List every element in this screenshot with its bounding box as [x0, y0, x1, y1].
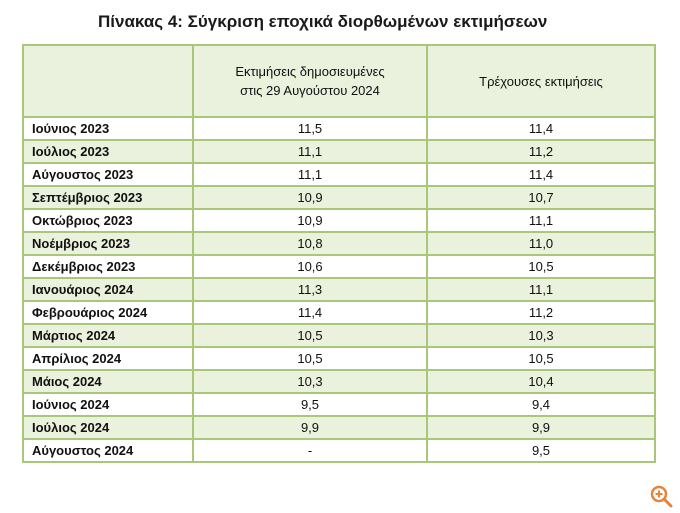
table-header-row: Εκτιμήσεις δημοσιευμένες στις 29 Αυγούστ…	[22, 44, 656, 118]
row-period: Απρίλιος 2024	[22, 346, 194, 371]
current-estimate-cell: 11,1	[426, 277, 656, 302]
table-row: Οκτώβριος 2023 10,9 11,1	[22, 208, 656, 233]
table-row: Ιούνιος 2023 11,5 11,4	[22, 116, 656, 141]
published-estimate-cell: 10,3	[192, 369, 428, 394]
current-estimate-cell: 10,7	[426, 185, 656, 210]
row-period: Ιούλιος 2023	[22, 139, 194, 164]
row-period: Νοέμβριος 2023	[22, 231, 194, 256]
published-estimate-cell: 10,5	[192, 346, 428, 371]
published-estimate-cell: 11,5	[192, 116, 428, 141]
published-estimate-cell: 9,9	[192, 415, 428, 440]
current-estimate-cell: 11,0	[426, 231, 656, 256]
current-estimate-cell: 10,5	[426, 254, 656, 279]
table-row: Αύγουστος 2024-9,5	[22, 438, 656, 463]
published-estimate-cell: 11,3	[192, 277, 428, 302]
table-row: Δεκέμβριος 2023 10,6 10,5	[22, 254, 656, 279]
published-estimate-cell: 10,9	[192, 185, 428, 210]
current-estimate-cell: 9,5	[426, 438, 656, 463]
table-row: Ιούλιος 2024 9,9 9,9	[22, 415, 656, 440]
header-published-line: Εκτιμήσεις δημοσιευμένες στις 29 Αυγούστ…	[235, 64, 385, 98]
published-estimate-cell: -	[192, 438, 428, 463]
table-row: Απρίλιος 2024 10,5 10,5	[22, 346, 656, 371]
published-estimate-cell: 10,5	[192, 323, 428, 348]
header-published-estimates: Εκτιμήσεις δημοσιευμένες στις 29 Αυγούστ…	[192, 44, 428, 118]
table-row: Αύγουστος 2023 11,1 11,4	[22, 162, 656, 187]
current-estimate-cell: 10,4	[426, 369, 656, 394]
table-row: Ιούλιος 2023 11,1 11,2	[22, 139, 656, 164]
current-estimate-cell: 11,2	[426, 300, 656, 325]
row-period: Φεβρουάριος 2024	[22, 300, 194, 325]
row-period: Ιούλιος 2024	[22, 415, 194, 440]
row-period: Δεκέμβριος 2023	[22, 254, 194, 279]
current-estimate-cell: 9,4	[426, 392, 656, 417]
current-estimate-cell: 10,3	[426, 323, 656, 348]
published-estimate-cell: 9,5	[192, 392, 428, 417]
published-estimate-cell: 11,1	[192, 162, 428, 187]
current-estimate-cell: 11,4	[426, 116, 656, 141]
row-period: Μάιος 2024	[22, 369, 194, 394]
current-estimate-cell: 10,5	[426, 346, 656, 371]
row-period: Αύγουστος 2023	[22, 162, 194, 187]
table-title: Πίνακας 4: Σύγκριση εποχικά διορθωμένων …	[98, 12, 548, 31]
header-empty	[22, 44, 194, 118]
zoom-in-icon[interactable]	[648, 483, 674, 509]
row-period: Ιανουάριος 2024	[22, 277, 194, 302]
current-estimate-cell: 11,2	[426, 139, 656, 164]
row-period: Οκτώβριος 2023	[22, 208, 194, 233]
row-period: Μάρτιος 2024	[22, 323, 194, 348]
table-row: Ιανουάριος 2024 11,3 11,1	[22, 277, 656, 302]
published-estimate-cell: 11,4	[192, 300, 428, 325]
current-estimate-cell: 11,4	[426, 162, 656, 187]
row-period: Αύγουστος 2024	[22, 438, 194, 463]
published-estimate-cell: 11,1	[192, 139, 428, 164]
current-estimate-cell: 11,1	[426, 208, 656, 233]
published-estimate-cell: 10,9	[192, 208, 428, 233]
current-estimate-cell: 9,9	[426, 415, 656, 440]
header-current-estimates: Τρέχουσες εκτιμήσεις	[426, 44, 656, 118]
published-estimate-cell: 10,6	[192, 254, 428, 279]
table-row: Μάιος 2024 10,3 10,4	[22, 369, 656, 394]
table-body: Ιούνιος 2023 11,5 11,4 Ιούλιος 2023 11,1 11,2…	[22, 116, 656, 463]
row-period: Ιούνιος 2024	[22, 392, 194, 417]
row-period: Ιούνιος 2023	[22, 116, 194, 141]
row-period: Σεπτέμβριος 2023	[22, 185, 194, 210]
table-row: Νοέμβριος 2023 10,8 11,0	[22, 231, 656, 256]
table-row: Σεπτέμβριος 2023 10,9 10,7	[22, 185, 656, 210]
table-row: Ιούνιος 2024 9,5 9,4	[22, 392, 656, 417]
estimates-table: Εκτιμήσεις δημοσιευμένες στις 29 Αυγούστ…	[22, 44, 656, 463]
published-estimate-cell: 10,8	[192, 231, 428, 256]
table-row: Μάρτιος 2024 10,5 10,3	[22, 323, 656, 348]
table-row: Φεβρουάριος 2024 11,4 11,2	[22, 300, 656, 325]
